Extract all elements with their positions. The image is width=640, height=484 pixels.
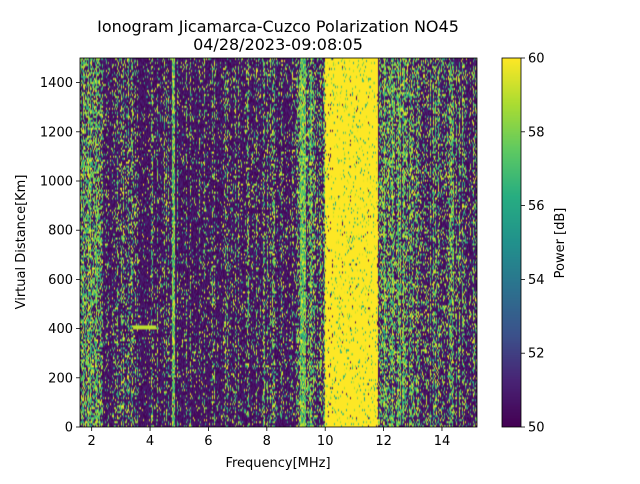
- y-axis-label: Virtual Distance[Km]: [14, 175, 29, 310]
- x-tick-label: 10: [317, 434, 334, 449]
- y-tick-label: 200: [48, 371, 73, 386]
- plot-frame: [79, 57, 478, 428]
- y-tick-label: 1200: [40, 125, 73, 140]
- x-tick-label: 14: [434, 434, 451, 449]
- plot-area: [79, 57, 478, 428]
- x-axis-label: Frequency[MHz]: [225, 456, 330, 471]
- colorbar-frame: [501, 57, 522, 428]
- y-tick-label: 1400: [40, 76, 73, 91]
- x-tick-label: 6: [204, 434, 212, 449]
- colorbar-tick-label: 58: [528, 125, 545, 140]
- x-tick-label: 12: [375, 434, 392, 449]
- colorbar-gradient: [502, 58, 521, 427]
- colorbar-label: Power [dB]: [553, 208, 568, 279]
- x-tick-label: 4: [146, 434, 154, 449]
- ionogram-heatmap: [80, 58, 477, 427]
- colorbar-tick-label: 60: [528, 52, 545, 67]
- y-tick-label: 0: [65, 421, 73, 436]
- y-tick-label: 600: [48, 273, 73, 288]
- colorbar-tick-label: 52: [528, 347, 545, 362]
- colorbar-tick-label: 50: [528, 421, 545, 436]
- chart-subtitle: 04/28/2023-09:08:05: [193, 35, 363, 54]
- y-tick-label: 1000: [40, 175, 73, 190]
- chart-title: Ionogram Jicamarca-Cuzco Polarization NO…: [97, 17, 459, 36]
- y-tick-label: 400: [48, 322, 73, 337]
- y-tick-label: 800: [48, 224, 73, 239]
- colorbar: 50 52 54 56 58 60: [501, 52, 545, 436]
- x-tick-label: 8: [263, 434, 271, 449]
- axes: 2 4 6 8 10 12 14 0 200 400 600 800 1000 1200 1400: [40, 76, 450, 449]
- x-tick-label: 2: [88, 434, 96, 449]
- colorbar-tick-label: 54: [528, 273, 545, 288]
- colorbar-tick-label: 56: [528, 199, 545, 214]
